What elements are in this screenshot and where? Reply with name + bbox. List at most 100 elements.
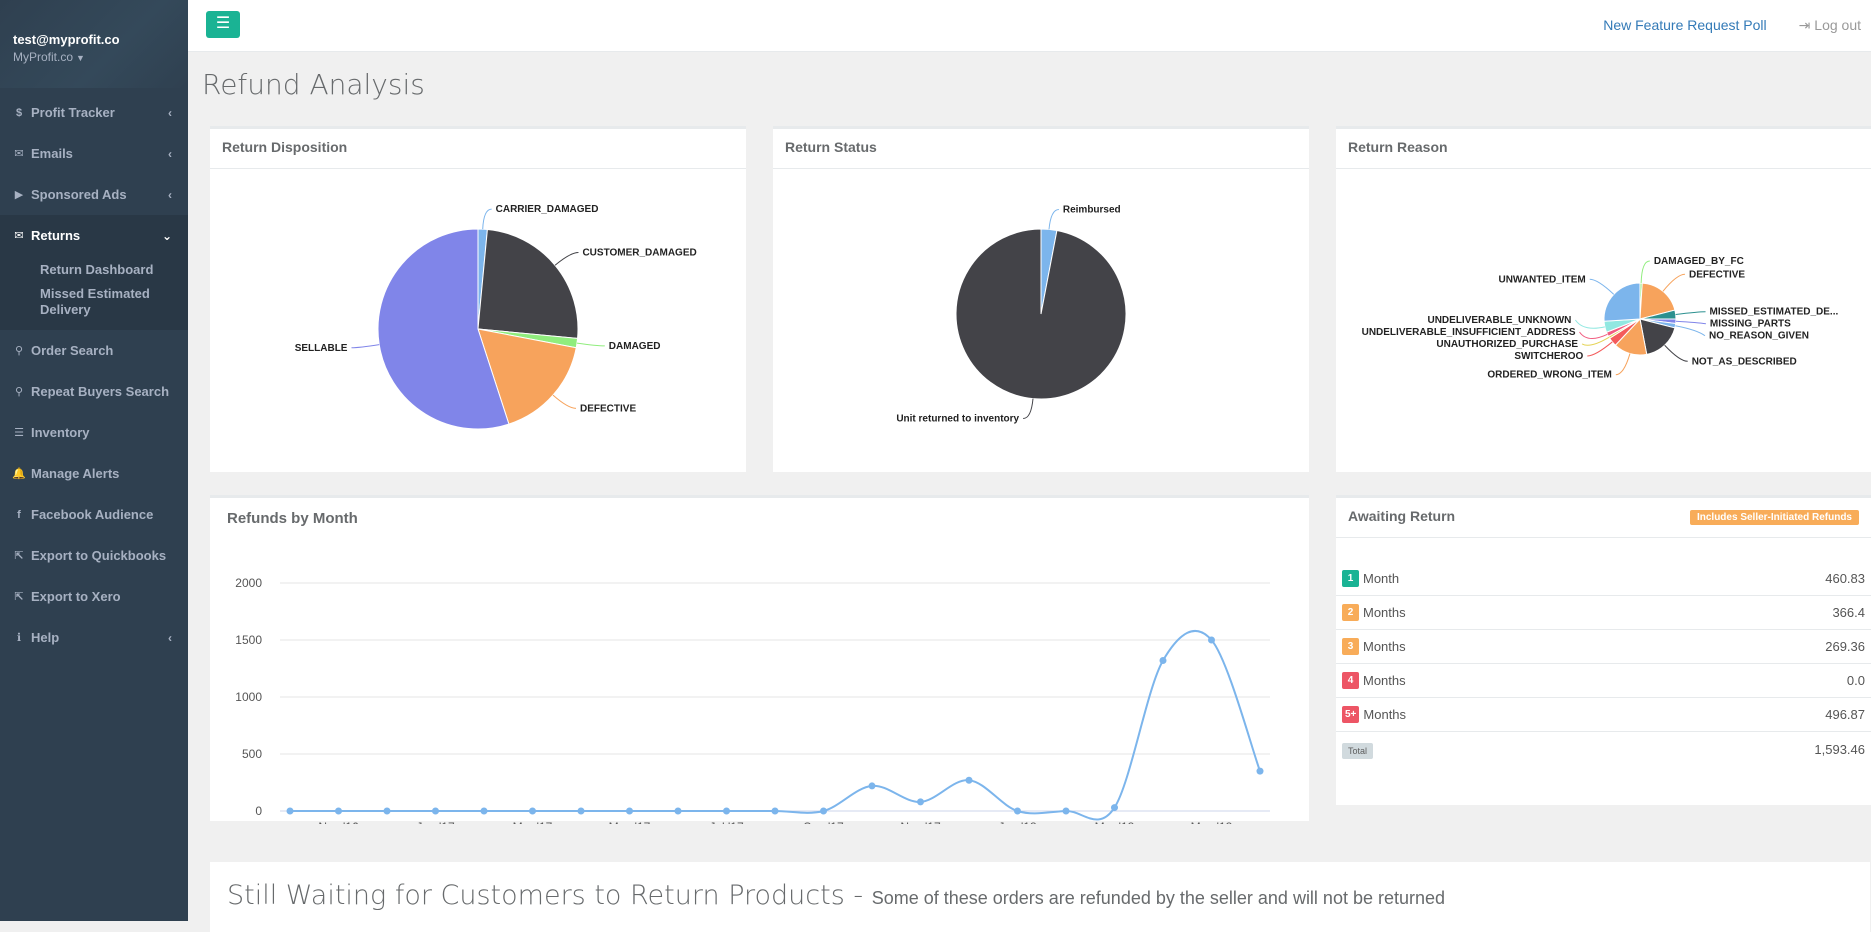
pie-label: ORDERED_WRONG_ITEM <box>1487 370 1611 381</box>
x-tick-label: Mar '18 <box>1095 820 1135 824</box>
data-point[interactable] <box>383 807 391 815</box>
subnav-item-missed-estimated-delivery[interactable]: Missed Estimated Delivery <box>40 286 150 317</box>
logout-link[interactable]: ⇥ Log out <box>1799 17 1861 34</box>
pie-connector <box>1589 278 1615 295</box>
row-value: 460.83 <box>1825 571 1865 586</box>
envelope-icon: ✉ <box>14 230 24 242</box>
data-point[interactable] <box>626 807 633 815</box>
awaiting-return-card: Awaiting Return Includes Seller-Initiate… <box>1336 495 1871 805</box>
chevron-icon: ‹ <box>168 187 172 202</box>
data-point[interactable] <box>965 776 973 784</box>
data-point[interactable] <box>868 782 876 790</box>
card-title: Return Disposition <box>210 129 746 169</box>
feature-poll-link[interactable]: New Feature Request Poll <box>1603 17 1767 33</box>
status-card: Return Status Reimbursed Unit returned to… <box>773 126 1309 472</box>
pie-connector <box>482 208 492 230</box>
sidebar-item-facebook-audience[interactable]: f Facebook Audience <box>0 494 188 535</box>
data-point[interactable] <box>480 807 488 815</box>
user-email: test@myprofit.co <box>13 32 120 47</box>
month-badge: 4 <box>1342 672 1359 689</box>
data-point[interactable] <box>577 807 585 815</box>
pie-slice-customer-damaged[interactable] <box>477 228 579 339</box>
data-point[interactable] <box>1159 657 1167 665</box>
main-content: ☰ New Feature Request Poll ⇥ Log out Ref… <box>188 0 1871 932</box>
pie-slice-not-as-described[interactable] <box>1639 318 1676 355</box>
x-tick-label: May '17 <box>609 820 651 824</box>
month-badge: 5+ <box>1342 706 1360 723</box>
sidebar-item-sponsored-ads[interactable]: ▶ Sponsored Ads ‹ <box>0 174 188 215</box>
data-point[interactable] <box>1208 636 1215 644</box>
card-title: Awaiting Return <box>1336 498 1871 538</box>
x-tick-label: May '18 <box>1191 820 1233 824</box>
play-icon: ▶ <box>14 189 24 201</box>
data-point[interactable] <box>1111 804 1118 812</box>
data-point[interactable] <box>335 807 342 815</box>
company-dropdown[interactable]: MyProfit.co ▼ <box>13 50 188 64</box>
pie-connector <box>1581 336 1610 346</box>
data-point[interactable] <box>1256 767 1264 775</box>
refunds-by-month-card: Refunds by Month 0 500 1000 1500 2000 Nov '16… <box>210 495 1309 834</box>
sidebar-item-manage-alerts[interactable]: 🔔 Manage Alerts <box>0 453 188 494</box>
y-tick-label: 500 <box>242 747 262 761</box>
pie-slice-sellable[interactable] <box>377 228 510 430</box>
row-value: 496.87 <box>1825 707 1865 722</box>
pie-label: UNWANTED_ITEM <box>1498 274 1585 285</box>
row-value: 269.36 <box>1825 639 1865 654</box>
export-icon: ⇱ <box>14 550 24 562</box>
data-point[interactable] <box>820 807 827 815</box>
sidebar-item-export-to-xero[interactable]: ⇱ Export to Xero <box>0 576 188 617</box>
pie-label: NOT_AS_DESCRIBED <box>1692 356 1797 367</box>
sidebar-item-label: Returns <box>31 228 81 243</box>
data-point[interactable] <box>286 807 294 815</box>
sidebar-item-returns[interactable]: ✉ Returns ⌄ <box>0 215 188 256</box>
facebook-icon: f <box>17 508 21 521</box>
row-label: Months <box>1363 605 1406 620</box>
caret-down-icon: ▼ <box>76 53 85 63</box>
pie-connector <box>1675 325 1706 337</box>
pie-connector <box>1675 311 1706 315</box>
pie-slice-unwanted-item[interactable] <box>1603 282 1641 322</box>
pie-slice-unit-returned-to-inventory[interactable] <box>955 228 1127 400</box>
awaiting-row: 2 Months 366.4 <box>1336 596 1871 630</box>
sidebar-item-profit-tracker[interactable]: $ Profit Tracker ‹ <box>0 92 188 133</box>
dollar-icon: $ <box>15 106 23 119</box>
x-tick-label: Nov '16 <box>318 820 359 824</box>
data-point[interactable] <box>674 807 682 815</box>
data-point[interactable] <box>917 798 924 806</box>
sidebar-item-order-search[interactable]: ⚲ Order Search <box>0 330 188 371</box>
refunds-line-chart: 0 500 1000 1500 2000 Nov '16 Jan '17 Mar '17 May… <box>235 576 1270 834</box>
sidebar-item-inventory[interactable]: ☰ Inventory <box>0 412 188 453</box>
data-point[interactable] <box>432 807 439 815</box>
subnav-item-return-dashboard[interactable]: Return Dashboard <box>40 262 154 277</box>
bell-icon: 🔔 <box>12 468 26 480</box>
sidebar-item-emails[interactable]: ✉ Emails ‹ <box>0 133 188 174</box>
menu-toggle-button[interactable]: ☰ <box>206 11 240 38</box>
pie-label: CUSTOMER_DAMAGED <box>582 248 696 259</box>
pie-label: MISSING_PARTS <box>1710 319 1791 330</box>
awaiting-total-row: Total 1,593.46 <box>1336 732 1871 766</box>
pie-label: UNDELIVERABLE_INSUFFICIENT_ADDRESS <box>1362 327 1576 338</box>
page-title: Refund Analysis <box>202 68 425 101</box>
pie-connector <box>1662 273 1686 292</box>
still-waiting-panel: Still Waiting for Customers to Return Pr… <box>210 862 1870 932</box>
card-title: Refunds by Month <box>227 510 358 527</box>
sidebar-item-repeat-buyers-search[interactable]: ⚲ Repeat Buyers Search <box>0 371 188 412</box>
data-point[interactable] <box>723 807 730 815</box>
data-point[interactable] <box>1062 807 1070 815</box>
sidebar-item-help[interactable]: ℹ Help ‹ <box>0 617 188 658</box>
awaiting-row: 1 Month 460.83 <box>1336 562 1871 596</box>
sidebar-item-label: Profit Tracker <box>31 105 115 120</box>
chevron-icon: ‹ <box>168 105 172 120</box>
pie-connector <box>1615 353 1631 376</box>
pie-slice-defective[interactable] <box>477 328 577 425</box>
pie-label: Unit returned to inventory <box>896 414 1019 425</box>
data-point[interactable] <box>529 807 536 815</box>
sidebar-item-export-to-quickbooks[interactable]: ⇱ Export to Quickbooks <box>0 535 188 576</box>
pie-connector <box>1574 319 1605 329</box>
sidebar-item-label: Order Search <box>31 343 114 358</box>
pie-label: DAMAGED_BY_FC <box>1654 256 1744 267</box>
company-name: MyProfit.co <box>13 50 74 64</box>
data-point[interactable] <box>771 807 779 815</box>
awaiting-row: 4 Months 0.0 <box>1336 664 1871 698</box>
data-point[interactable] <box>1014 807 1021 815</box>
